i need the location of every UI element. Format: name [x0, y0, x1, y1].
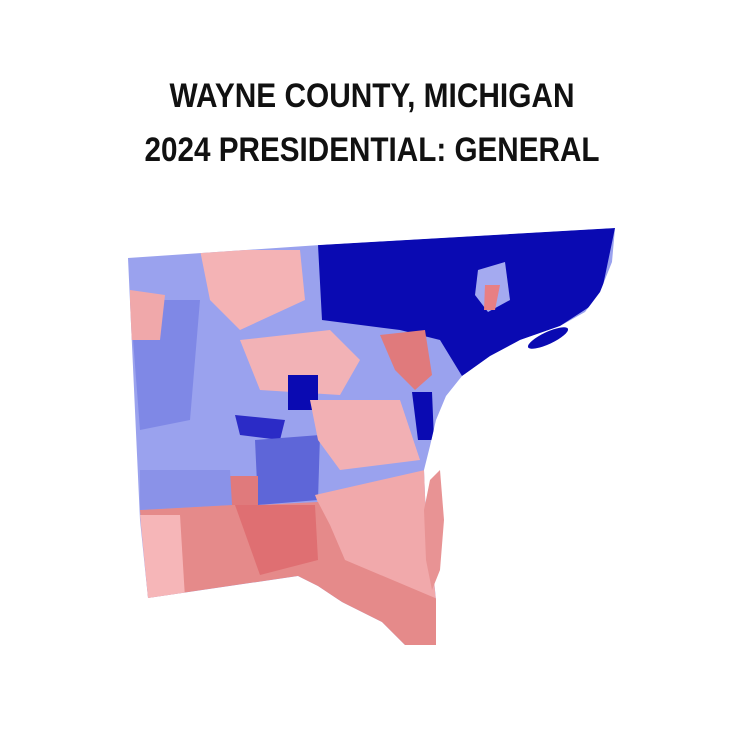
title-line: 2024 PRESIDENTIAL: GENERAL [145, 131, 600, 169]
region [140, 502, 440, 645]
region [255, 435, 320, 505]
region [380, 330, 432, 390]
title-line: WAYNE COUNTY, MICHIGAN [170, 77, 575, 115]
belle-isle [527, 327, 569, 349]
region [315, 470, 436, 600]
region [235, 415, 285, 440]
region [484, 285, 500, 310]
region [310, 400, 420, 470]
detroit-region [318, 228, 615, 376]
region [235, 505, 318, 575]
region [130, 290, 165, 340]
county-map [128, 228, 615, 645]
region [230, 476, 258, 505]
region [140, 515, 185, 598]
region [140, 470, 232, 510]
region [412, 392, 434, 440]
region [200, 250, 305, 330]
region [240, 330, 360, 395]
grosse-ile [424, 470, 444, 590]
